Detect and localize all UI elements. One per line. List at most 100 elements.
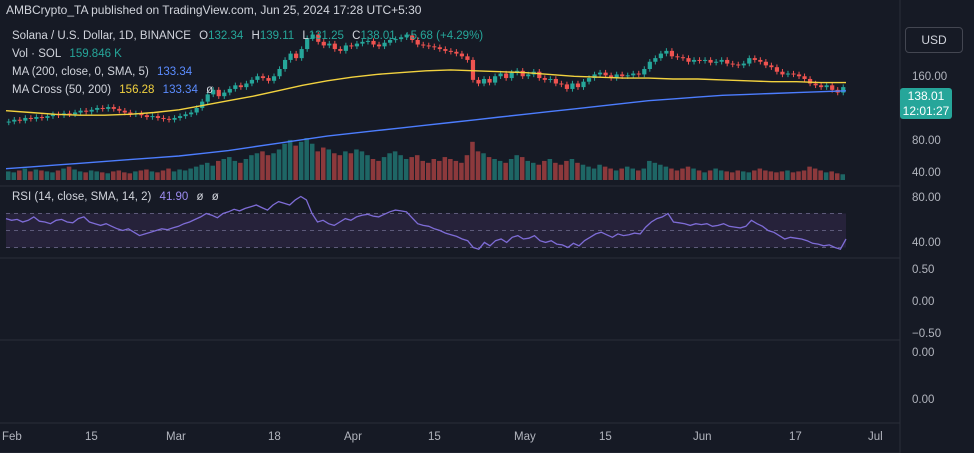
candle-body: [725, 59, 730, 64]
candle-body: [310, 34, 315, 39]
candle-body: [45, 116, 50, 118]
candle-body: [365, 40, 371, 42]
volume-bar: [829, 171, 834, 180]
candle-body: [581, 81, 586, 88]
candle-body: [830, 85, 835, 90]
volume-bar: [232, 160, 238, 180]
symbol-title: Solana / U.S. Dollar, 1D, BINANCE: [12, 30, 191, 42]
candle-body: [95, 107, 100, 110]
currency-button[interactable]: USD: [905, 27, 963, 53]
volume-bar: [453, 160, 459, 180]
volume-bar: [735, 170, 740, 180]
price-axis-tick: 80.00: [912, 135, 941, 147]
volume-bar: [519, 157, 525, 180]
candle-body: [349, 45, 354, 47]
candle-body: [238, 85, 243, 88]
candle-body: [6, 121, 11, 123]
rsi-legend[interactable]: RSI (14, close, SMA, 14, 2) 41.90 ø ø: [12, 191, 224, 203]
volume-bar: [531, 162, 536, 180]
candle-body: [382, 42, 387, 47]
volume-bar: [370, 159, 376, 180]
candle-body: [559, 83, 564, 85]
volume-bar: [470, 141, 475, 180]
volume-bar: [702, 172, 707, 180]
volume-bar: [287, 139, 293, 180]
volume-bar: [116, 170, 122, 180]
volume-bar: [398, 155, 403, 180]
candle-body: [492, 76, 498, 83]
rsi-extra-2: ø: [211, 191, 219, 203]
volume-bar: [431, 159, 437, 180]
volume-bar: [127, 173, 133, 180]
volume-bar: [536, 164, 542, 180]
candle-body: [819, 85, 824, 88]
candle-body: [111, 107, 116, 109]
candle-body: [481, 78, 487, 84]
candle-body: [249, 79, 255, 84]
candle-body: [166, 118, 172, 120]
grid-lines: [0, 0, 901, 453]
volume-bar: [133, 171, 138, 180]
candle-body: [144, 115, 150, 118]
candle-body: [564, 84, 570, 89]
candle-body: [785, 73, 791, 75]
volume-bar: [304, 138, 309, 180]
candle-body: [763, 61, 768, 66]
candle-body: [708, 59, 713, 63]
volume-bar: [309, 143, 315, 180]
time-axis-tick: Apr: [344, 431, 362, 443]
volume-bar: [768, 171, 774, 180]
volume-bar: [392, 151, 398, 180]
volume-bar: [580, 164, 586, 180]
volume-bar: [624, 166, 630, 180]
volume-bar: [11, 172, 17, 180]
candle-body: [172, 117, 177, 120]
volume-bar: [497, 160, 503, 180]
candle-body: [603, 72, 608, 76]
volume-bar: [464, 155, 470, 180]
volume-bar: [111, 171, 116, 180]
volume-bar: [238, 162, 243, 180]
ma-cross-legend[interactable]: MA Cross (50, 200) 156.28 133.34 ø: [12, 84, 218, 96]
candle-body: [12, 119, 17, 122]
volume-legend[interactable]: Vol · SOL 159.846 K: [12, 48, 127, 60]
candle-body: [211, 89, 216, 95]
high-value: 139.11: [259, 30, 295, 42]
candle-body: [824, 85, 829, 88]
volume-bar: [210, 165, 215, 180]
volume-bar: [387, 153, 392, 180]
candle-body: [194, 107, 199, 113]
volume-bar: [448, 159, 453, 180]
price-axis-tick: 40.00: [912, 167, 941, 179]
volume-bar: [558, 164, 564, 180]
volume-bar: [414, 155, 420, 180]
volume-bar: [271, 153, 276, 180]
candle-body: [338, 49, 343, 51]
volume-bar: [381, 157, 387, 180]
volume-bar: [713, 168, 718, 180]
candle-body: [288, 53, 293, 60]
volume-bar: [243, 159, 249, 180]
volume-bar: [801, 170, 807, 180]
candle-body: [277, 69, 282, 77]
volume-bar: [22, 168, 28, 180]
candle-body: [343, 45, 348, 51]
time-axis-tick: Feb: [2, 431, 22, 443]
volume-bar: [569, 159, 575, 180]
volume-bar: [757, 168, 763, 180]
candle-body: [161, 117, 166, 119]
volume-bar: [282, 143, 287, 180]
volume-bar: [658, 164, 663, 180]
candle-body: [476, 79, 481, 84]
volume-bar: [105, 173, 110, 180]
ma-legend[interactable]: MA (200, close, 0, SMA, 5) 133.34: [12, 66, 197, 78]
candle-body: [509, 72, 514, 79]
price-candles[interactable]: [6, 31, 846, 126]
volume-bar: [763, 170, 768, 180]
candle-body: [78, 110, 83, 113]
ma-label: MA (200, close, 0, SMA, 5): [12, 66, 149, 78]
ma-cross-extra: ø: [206, 84, 214, 96]
volume-bar: [144, 169, 149, 180]
volume-bar: [204, 162, 210, 180]
